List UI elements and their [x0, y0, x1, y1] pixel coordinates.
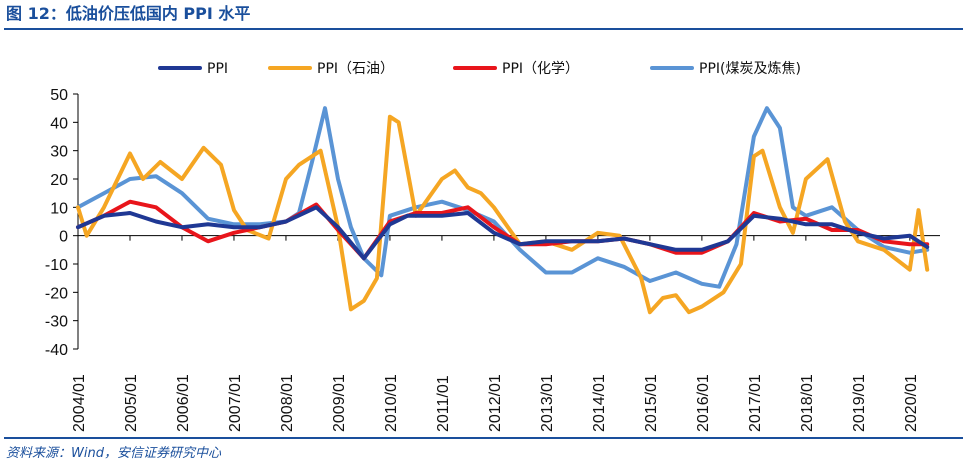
legend-label-1: PPI（石油） [317, 61, 394, 77]
series-line-0 [76, 205, 930, 261]
y-tick-label: -10 [45, 257, 68, 274]
x-tick-label: 2007/01 [227, 374, 244, 432]
legend-label-3: PPI(煤炭及炼焦) [699, 61, 801, 77]
y-tick-label: -30 [45, 314, 68, 331]
chart-series [76, 106, 930, 315]
x-tick-label: 2020/01 [903, 374, 920, 432]
series-line-3 [76, 106, 930, 289]
x-tick-label: 2004/01 [71, 374, 88, 432]
x-tick-label: 2006/01 [175, 374, 192, 432]
x-tick-label: 2010/01 [383, 374, 400, 432]
title-rule [4, 28, 963, 30]
y-tick-label: 30 [50, 144, 68, 161]
x-tick-label: 2011/01 [435, 375, 452, 432]
x-tick-label: 2019/01 [851, 374, 868, 432]
y-tick-label: 20 [50, 172, 68, 189]
y-tick-label: -20 [45, 285, 68, 302]
y-tick-label: 50 [50, 87, 68, 104]
x-tick-label: 2009/01 [331, 374, 348, 432]
x-tick-label: 2014/01 [591, 374, 608, 432]
x-tick-label: 2016/01 [695, 374, 712, 432]
y-tick-label: 10 [50, 200, 68, 217]
legend-label-2: PPI（化学） [502, 61, 579, 77]
source-rule [4, 437, 963, 439]
legend-label-0: PPI [207, 61, 228, 77]
x-tick-label: 2008/01 [279, 374, 296, 432]
y-tick-label: 0 [59, 229, 68, 246]
y-tick-label: -40 [45, 342, 68, 359]
x-tick-label: 2018/01 [799, 374, 816, 432]
source-note: 资料来源：Wind，安信证券研究中心 [6, 446, 221, 461]
x-tick-label: 2012/01 [487, 374, 504, 432]
y-tick-label: 40 [50, 115, 68, 132]
x-tick-label: 2017/01 [747, 374, 764, 432]
chart-legend: PPI PPI（石油） PPI（化学） PPI(煤炭及炼焦) [158, 61, 801, 77]
page-title: 图 12：低油价压低国内 PPI 水平 [6, 4, 251, 23]
x-tick-label: 2005/01 [123, 374, 140, 432]
x-tick-label: 2013/01 [539, 374, 556, 432]
x-tick-label: 2015/01 [643, 374, 660, 432]
